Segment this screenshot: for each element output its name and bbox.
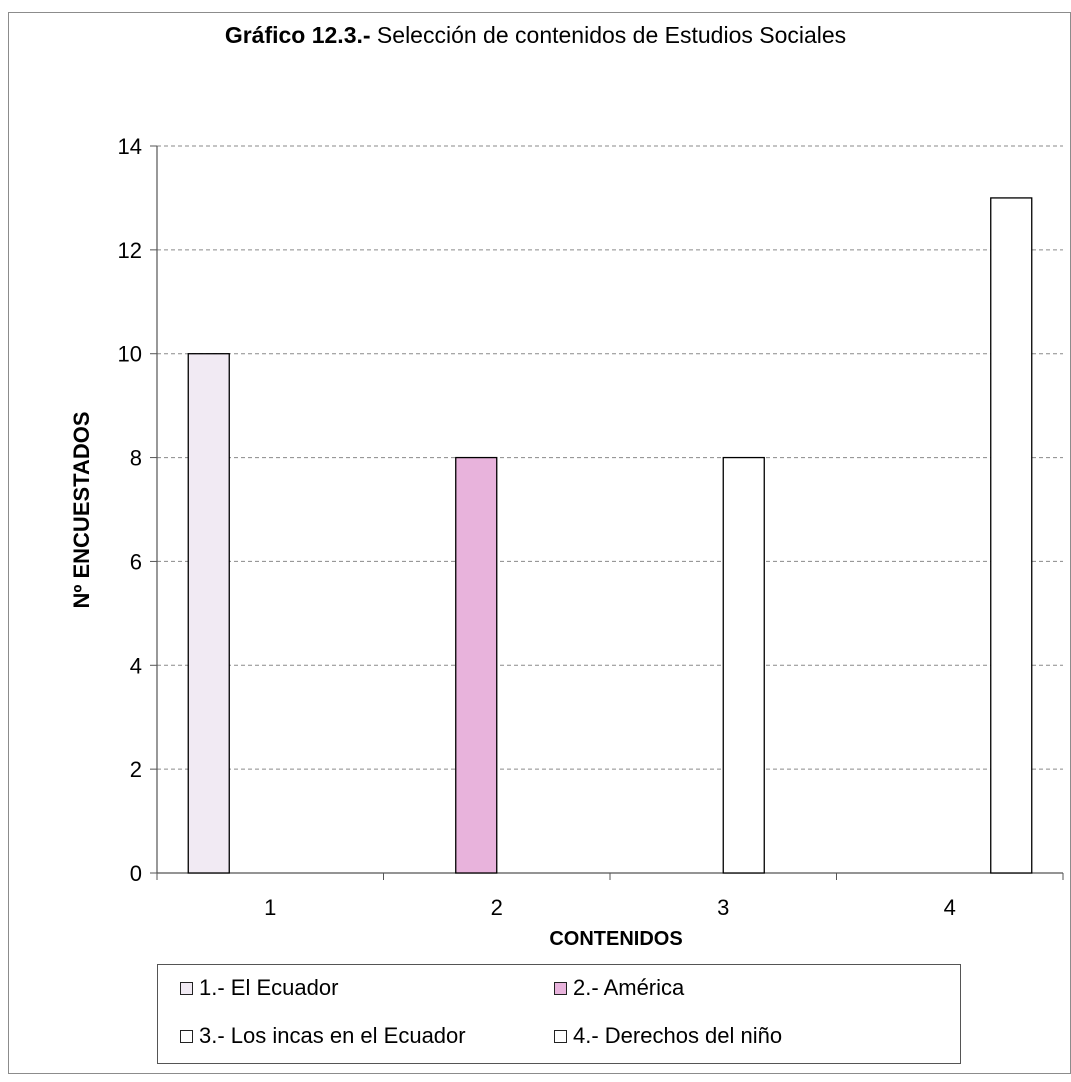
legend-label-2: 2.- América <box>573 975 685 1000</box>
legend: 1.- El Ecuador 2.- América 3.- Los incas… <box>157 964 961 1064</box>
chart-title-number: Gráfico 12.3.- <box>224 22 371 48</box>
y-tick-label: 4 <box>130 653 142 678</box>
x-tick-label: 4 <box>944 895 956 920</box>
legend-swatch-3 <box>180 1029 193 1043</box>
chart-title-text: Selección de contenidos de Estudios Soci… <box>370 22 847 48</box>
y-tick-label: 14 <box>118 134 142 159</box>
y-tick-labels: 0 2 4 6 8 10 12 14 <box>118 134 142 886</box>
x-tick-label: 1 <box>264 895 276 920</box>
legend-item-4: 4.- Derechos del niño <box>554 1023 782 1049</box>
y-tick-label: 6 <box>130 549 142 574</box>
y-tick-label: 2 <box>130 757 142 782</box>
legend-label-3: 3.- Los incas en el Ecuador <box>199 1023 466 1048</box>
legend-item-3: 3.- Los incas en el Ecuador <box>180 1023 466 1049</box>
legend-label-4: 4.- Derechos del niño <box>573 1023 783 1048</box>
x-tick-labels: 1 2 3 4 <box>264 895 956 920</box>
x-tick-label: 3 <box>717 895 729 920</box>
x-axis-label: CONTENIDOS <box>549 928 683 950</box>
legend-item-1: 1.- El Ecuador <box>180 975 338 1001</box>
axes <box>150 145 1064 880</box>
legend-swatch-1 <box>180 981 193 995</box>
chart-title: Gráfico 12.3.- Selección de contenidos d… <box>0 22 1071 49</box>
bar <box>990 197 1033 874</box>
y-tick-label: 8 <box>130 446 142 471</box>
bars <box>187 197 1033 874</box>
legend-label-1: 1.- El Ecuador <box>199 975 339 1000</box>
legend-swatch-4 <box>554 1029 567 1043</box>
y-tick-label: 12 <box>118 238 142 263</box>
y-tick-label: 0 <box>130 861 142 886</box>
bar <box>187 353 230 874</box>
legend-item-2: 2.- América <box>554 975 684 1001</box>
bar <box>455 456 498 874</box>
gridlines <box>157 145 1063 770</box>
x-tick-label: 2 <box>491 895 503 920</box>
y-tick-label: 10 <box>118 342 142 367</box>
legend-swatch-2 <box>554 981 567 995</box>
bar <box>722 456 765 874</box>
